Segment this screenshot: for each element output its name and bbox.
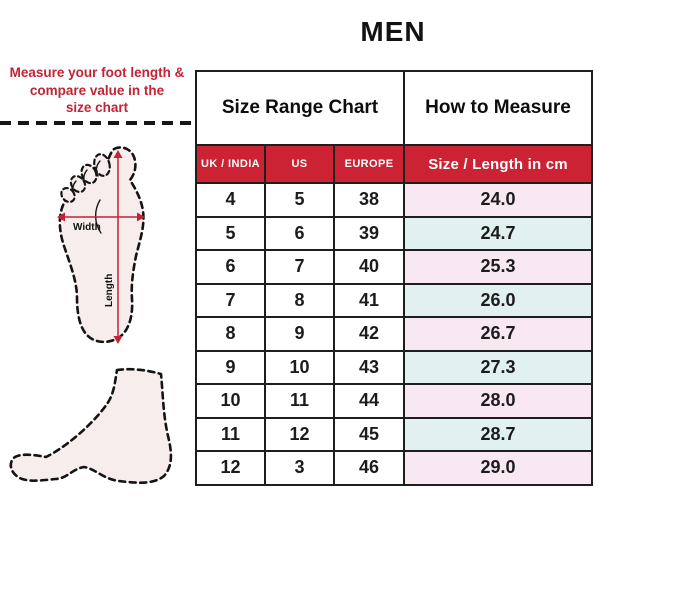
column-header-row: UK / INDIA US EUROPE Size / Length in cm <box>195 144 594 184</box>
width-arrow-right <box>137 212 145 222</box>
cell-europe: 44 <box>332 383 406 419</box>
cell-uk-india: 7 <box>195 282 266 318</box>
table-row: 9 10 43 27.3 <box>195 349 594 385</box>
toe-crease-1 <box>72 180 77 194</box>
foot-side-svg <box>9 367 173 484</box>
measure-instruction: Measure your foot length & compare value… <box>3 64 191 117</box>
table-row: 11 12 45 28.7 <box>195 416 594 452</box>
cell-uk-india: 6 <box>195 249 266 285</box>
group-header-row: Size Range Chart How to Measure <box>194 70 594 146</box>
cell-europe: 46 <box>332 450 406 486</box>
instruction-line-3: size chart <box>65 100 129 116</box>
table-row: 12 3 46 29.0 <box>195 450 594 486</box>
cell-length-cm: 28.0 <box>403 383 594 419</box>
length-arrow-bottom <box>113 336 123 344</box>
cell-uk-india: 4 <box>195 182 266 218</box>
cell-us: 9 <box>264 316 335 352</box>
length-label: Length <box>104 274 115 307</box>
cell-europe: 43 <box>332 349 406 385</box>
cell-us: 5 <box>264 182 335 218</box>
foot-side-diagram <box>5 362 179 499</box>
col-header-europe: EUROPE <box>332 144 406 184</box>
cell-us: 7 <box>264 249 335 285</box>
cell-length-cm: 26.7 <box>403 316 594 352</box>
foot-side-outline <box>9 367 173 484</box>
cell-length-cm: 24.0 <box>403 182 594 218</box>
cell-length-cm: 28.7 <box>403 416 594 452</box>
table-row: 5 6 39 24.7 <box>195 215 594 251</box>
cell-europe: 45 <box>332 416 406 452</box>
col-header-uk-india: UK / INDIA <box>195 144 266 184</box>
footprint-svg: Width Length <box>57 146 145 344</box>
cell-us: 8 <box>264 282 335 318</box>
cell-europe: 39 <box>332 215 406 251</box>
instruction-line-1: Measure your foot length & <box>9 65 185 80</box>
dashed-divider <box>0 121 194 125</box>
cell-uk-india: 5 <box>195 215 266 251</box>
length-arrow-top <box>113 150 123 158</box>
cell-us: 6 <box>264 215 335 251</box>
cell-length-cm: 29.0 <box>403 450 594 486</box>
table-row: 4 5 38 24.0 <box>195 182 594 218</box>
col-header-length-cm: Size / Length in cm <box>403 144 594 184</box>
cell-uk-india: 10 <box>195 383 266 419</box>
size-table-body: 4 5 38 24.0 5 6 39 24.7 6 7 40 25.3 7 8 … <box>195 182 594 486</box>
cell-us: 3 <box>264 450 335 486</box>
cell-length-cm: 25.3 <box>403 249 594 285</box>
cell-europe: 42 <box>332 316 406 352</box>
cell-us: 12 <box>264 416 335 452</box>
cell-uk-india: 8 <box>195 316 266 352</box>
cell-length-cm: 24.7 <box>403 215 594 251</box>
table-row: 6 7 40 25.3 <box>195 249 594 285</box>
cell-europe: 41 <box>332 282 406 318</box>
table-row: 8 9 42 26.7 <box>195 316 594 352</box>
instruction-line-2: compare value in the <box>29 82 165 98</box>
cell-europe: 40 <box>332 249 406 285</box>
cell-uk-india: 12 <box>195 450 266 486</box>
table-row: 10 11 44 28.0 <box>195 383 594 419</box>
how-to-measure-header: How to Measure <box>403 70 594 146</box>
size-chart-table: Size Range Chart How to Measure UK / IND… <box>194 70 594 486</box>
table-row: 7 8 41 26.0 <box>195 282 594 318</box>
toe-crease-2 <box>83 169 88 184</box>
cell-length-cm: 27.3 <box>403 349 594 385</box>
size-range-chart-header: Size Range Chart <box>194 70 406 146</box>
cell-uk-india: 9 <box>195 349 266 385</box>
toe-crease-3 <box>95 160 101 177</box>
cell-uk-india: 11 <box>195 416 266 452</box>
cell-length-cm: 26.0 <box>403 282 594 318</box>
toe-index <box>93 153 111 177</box>
cell-us: 10 <box>264 349 335 385</box>
cell-us: 11 <box>264 383 335 419</box>
footprint-diagram: Width Length <box>53 144 149 355</box>
col-header-us: US <box>264 144 335 184</box>
cell-europe: 38 <box>332 182 406 218</box>
page-title: MEN <box>360 16 426 47</box>
width-arrow-left <box>57 212 65 222</box>
width-label: Width <box>73 222 101 233</box>
